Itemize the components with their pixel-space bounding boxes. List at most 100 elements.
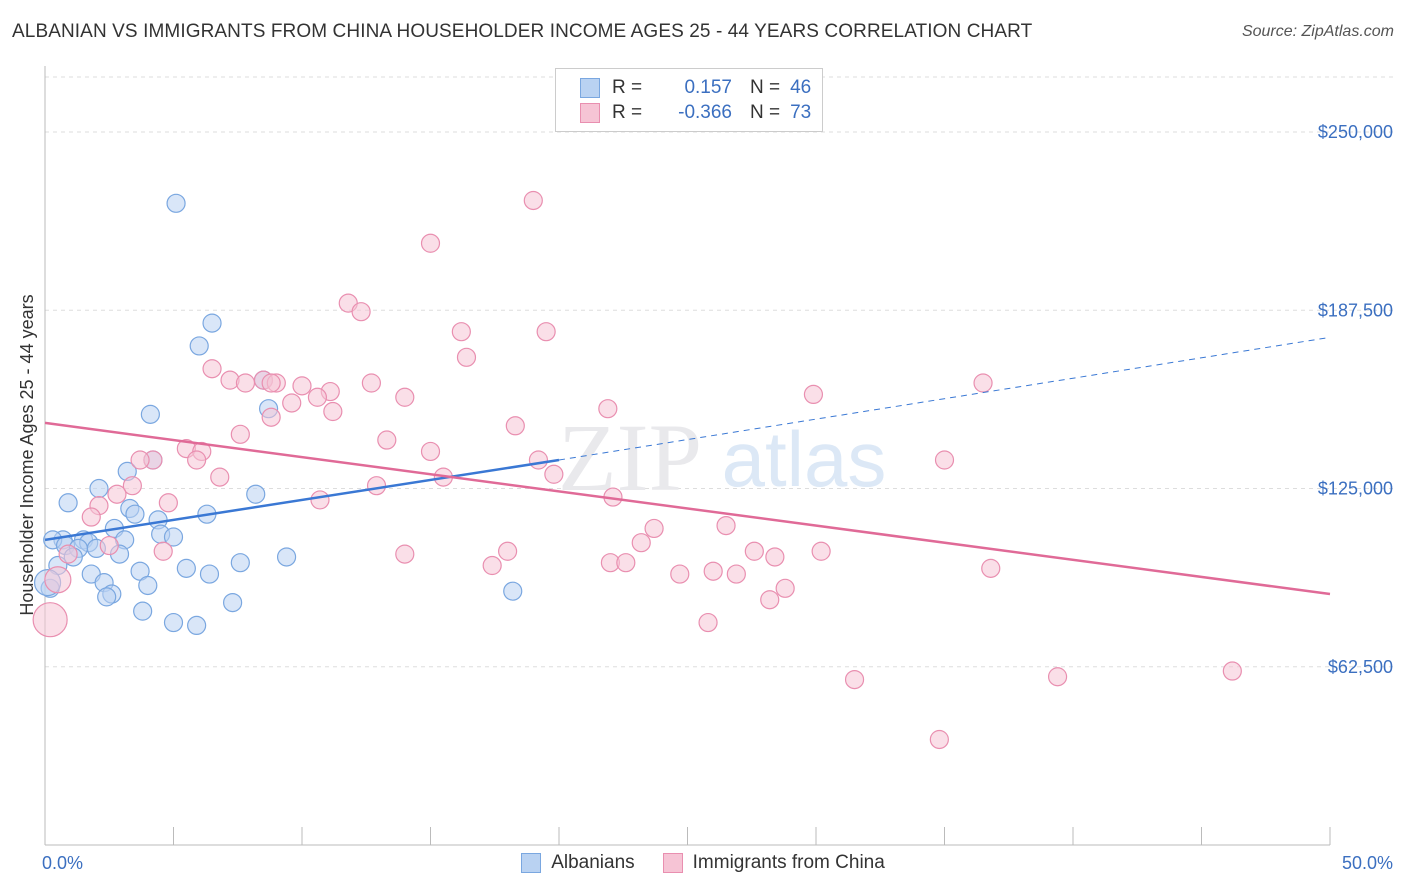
- data-point: [420, 233, 441, 253]
- data-point: [153, 541, 173, 561]
- data-point: [323, 401, 343, 422]
- data-point: [58, 493, 78, 513]
- data-point: [307, 387, 328, 407]
- data-point: [973, 373, 993, 393]
- data-point: [202, 313, 222, 333]
- data-point: [246, 484, 266, 504]
- data-point: [361, 373, 381, 393]
- data-point: [395, 544, 415, 564]
- x-tick-label: 50.0%: [1342, 853, 1393, 873]
- data-point: [130, 450, 150, 470]
- watermark-zip: ZIP: [558, 404, 702, 511]
- trend-line-albanians: [44, 458, 560, 542]
- data-point: [456, 347, 477, 367]
- data-point: [670, 564, 690, 584]
- legend-swatch-albanians: [580, 78, 600, 98]
- y-tick-label: $187,500: [1318, 300, 1393, 320]
- data-point: [498, 541, 518, 561]
- y-tick-label: $125,000: [1318, 479, 1393, 499]
- grid-lines: [45, 76, 1396, 668]
- data-point: [81, 507, 101, 527]
- data-point: [140, 404, 160, 424]
- data-point: [482, 555, 502, 576]
- data-point: [133, 601, 153, 621]
- data-point: [122, 476, 142, 496]
- legend-label-albanians: Albanians: [551, 852, 635, 873]
- data-point: [811, 541, 831, 561]
- trend-lines: [44, 336, 1331, 596]
- data-point: [310, 490, 330, 510]
- legend-item-china[interactable]: Immigrants from China: [662, 852, 885, 874]
- data-point: [760, 590, 780, 610]
- legend-n-label: N =: [750, 77, 781, 98]
- data-point: [505, 416, 525, 436]
- data-point: [107, 484, 127, 504]
- data-point: [698, 612, 718, 633]
- data-point: [451, 322, 471, 342]
- data-point: [765, 547, 785, 567]
- legend-swatch-china: [662, 853, 683, 873]
- data-point: [261, 373, 281, 393]
- data-point: [744, 541, 764, 561]
- data-point: [230, 553, 250, 573]
- data-point: [703, 561, 723, 581]
- chart-title: ALBANIAN VS IMMIGRANTS FROM CHINA HOUSEH…: [12, 21, 1033, 42]
- data-point: [1222, 661, 1242, 681]
- data-point: [844, 669, 865, 690]
- data-point: [202, 359, 222, 379]
- legend-label-china: Immigrants from China: [692, 852, 885, 873]
- data-point: [97, 587, 117, 607]
- y-tick-label: $62,500: [1328, 657, 1393, 677]
- data-point: [523, 190, 543, 211]
- data-point: [223, 592, 243, 613]
- data-point: [235, 373, 256, 393]
- data-point: [44, 566, 72, 594]
- data-point: [775, 578, 795, 598]
- legend-item-albanians[interactable]: Albanians: [521, 852, 635, 874]
- data-point: [261, 407, 281, 427]
- legend-row-china: R = -0.366 N = 73: [580, 100, 811, 126]
- data-point: [163, 612, 184, 633]
- legend-r-label: R =: [612, 77, 643, 98]
- source-label: Source: ZipAtlas.com: [1241, 23, 1394, 40]
- stats-legend: R = 0.157 N = 46 R = -0.366 N = 73: [555, 68, 823, 132]
- legend-r-value: -0.366: [678, 102, 732, 123]
- data-point: [726, 564, 746, 584]
- data-point: [89, 478, 109, 499]
- data-point: [644, 518, 664, 539]
- data-point: [616, 553, 636, 573]
- data-point: [210, 467, 230, 487]
- y-tick-label: $250,000: [1318, 122, 1393, 142]
- data-point: [176, 558, 196, 578]
- legend-swatch-china: [580, 103, 600, 123]
- data-point: [631, 533, 651, 553]
- data-point: [32, 602, 68, 638]
- data-point: [377, 430, 397, 450]
- legend-r-label: R =: [612, 102, 643, 123]
- data-point: [366, 476, 387, 496]
- x-tick-label: 0.0%: [42, 853, 83, 873]
- trend-line-china: [44, 421, 1331, 596]
- data-points: [32, 190, 1242, 750]
- legend-n-value: 46: [790, 77, 812, 98]
- data-point: [544, 464, 564, 484]
- data-point: [351, 302, 371, 322]
- data-point: [138, 575, 158, 596]
- data-point: [395, 387, 415, 407]
- watermark-atlas: atlas: [722, 415, 887, 503]
- series-legend: Albanians Immigrants from China: [0, 852, 1406, 874]
- legend-n-value: 73: [790, 102, 812, 123]
- data-point: [58, 544, 78, 564]
- data-point: [99, 535, 119, 556]
- data-point: [230, 424, 250, 444]
- y-tick-labels: $62,500 $125,000 $187,500 $250,000: [1318, 122, 1393, 677]
- data-point: [981, 558, 1001, 578]
- data-point: [803, 384, 824, 405]
- legend-row-albanians: R = 0.157 N = 46: [580, 75, 811, 101]
- data-point: [125, 504, 145, 524]
- data-point: [716, 515, 736, 536]
- data-point: [929, 729, 949, 750]
- legend-swatch-albanians: [521, 853, 542, 873]
- data-point: [276, 547, 297, 567]
